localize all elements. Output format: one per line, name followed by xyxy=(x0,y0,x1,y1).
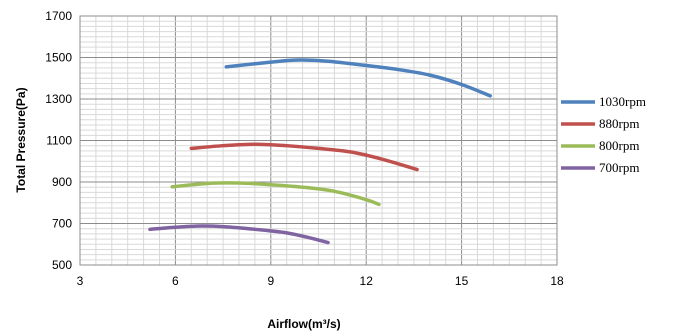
series-line-1030rpm xyxy=(224,58,492,98)
legend-label: 700rpm xyxy=(599,160,639,175)
series-lines xyxy=(148,58,492,245)
legend: 1030rpm 880rpm 800rpm 700rpm xyxy=(561,94,646,175)
series-line-800rpm xyxy=(170,181,381,207)
y-tick-label: 1700 xyxy=(45,9,72,23)
x-tick-label: 3 xyxy=(77,274,84,288)
y-tick-label: 500 xyxy=(52,258,72,272)
x-tick-label: 12 xyxy=(360,274,374,288)
legend-label: 880rpm xyxy=(599,116,639,131)
y-axis-title: Total Pressure(Pa) xyxy=(14,87,28,192)
x-tick-label: 9 xyxy=(267,274,274,288)
y-axis-ticks: 500 700 900 1100 1300 1500 1700 xyxy=(45,9,72,272)
y-tick-label: 700 xyxy=(52,217,72,231)
y-tick-label: 1100 xyxy=(46,134,72,148)
y-tick-label: 900 xyxy=(52,175,72,189)
grid xyxy=(80,16,557,265)
x-tick-label: 18 xyxy=(550,274,564,288)
y-tick-label: 1500 xyxy=(45,51,72,65)
x-tick-label: 15 xyxy=(455,274,469,288)
legend-label: 1030rpm xyxy=(599,94,646,109)
x-axis-ticks: 3 6 9 12 15 18 xyxy=(77,274,564,288)
y-tick-label: 1300 xyxy=(45,92,72,106)
x-axis-title: Airflow(m³/s) xyxy=(267,317,340,331)
legend-label: 800rpm xyxy=(599,138,639,153)
series-line-700rpm xyxy=(148,224,330,245)
plot-area-frame xyxy=(79,15,558,266)
series-line-880rpm xyxy=(189,142,419,172)
x-tick-label: 6 xyxy=(172,274,179,288)
